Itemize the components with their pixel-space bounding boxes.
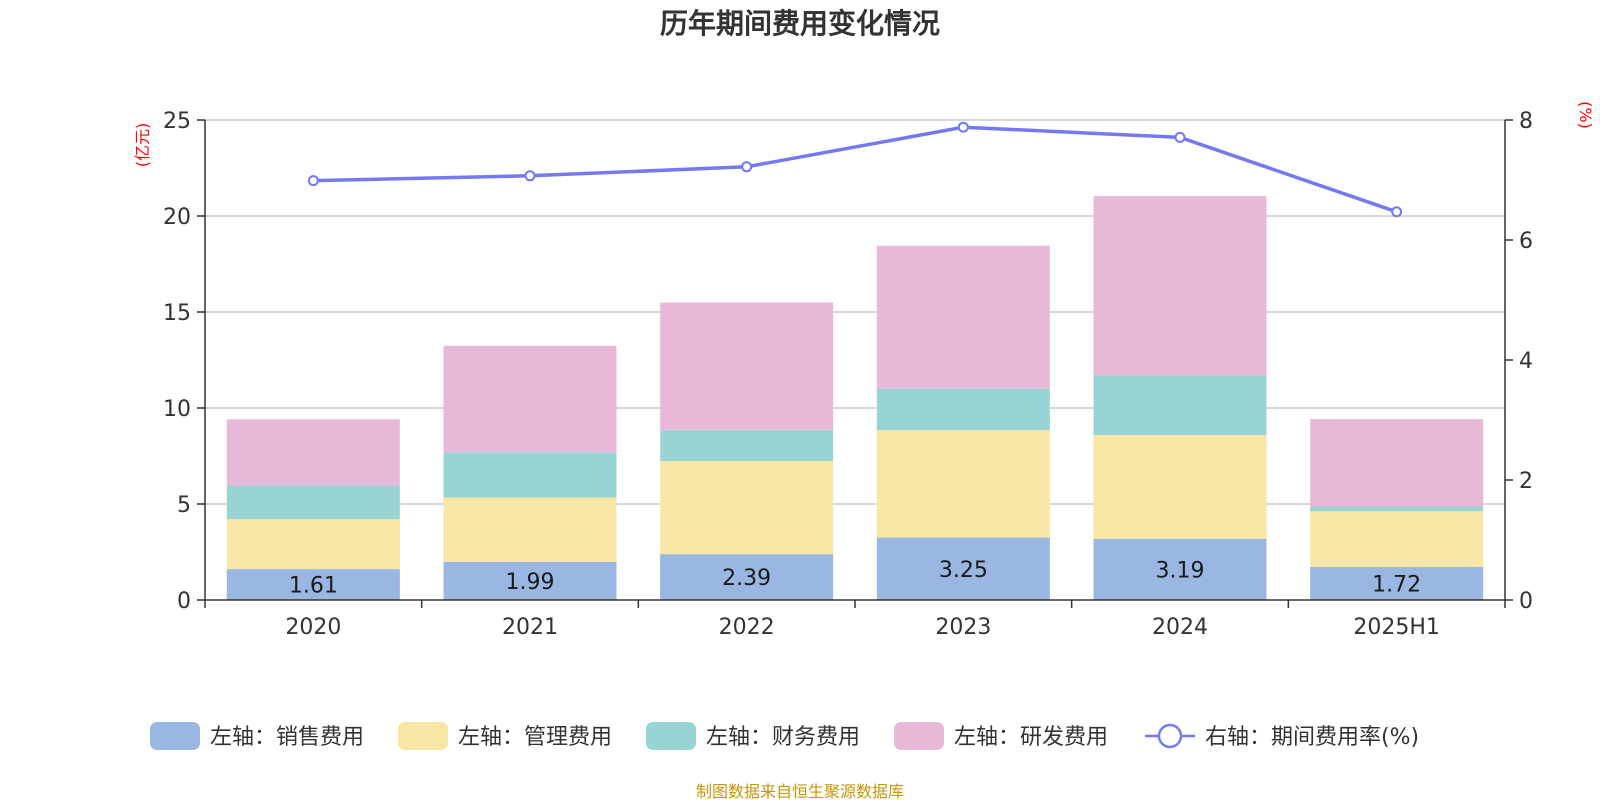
legend-swatch <box>398 722 448 750</box>
legend-item: 左轴：销售费用 <box>150 722 364 750</box>
legend-label: 左轴：管理费用 <box>458 725 612 750</box>
legend: 左轴：销售费用 左轴：管理费用 左轴：财务费用 左轴：研发费用 右轴：期间费用率(%) <box>150 722 1419 750</box>
bar-segment-2 <box>1093 435 1267 539</box>
right-tick-label: 6 <box>1519 229 1533 254</box>
legend-swatch <box>150 722 200 750</box>
legend-label: 左轴：财务费用 <box>706 725 860 750</box>
rate-line-layer <box>307 121 1403 218</box>
bar-segment-2 <box>660 460 834 555</box>
x-tick-label: 2021 <box>502 615 558 640</box>
bar-value-label: 1.61 <box>289 574 338 599</box>
rate-line <box>313 125 1398 214</box>
bar-segment-4 <box>443 345 617 453</box>
chart-title: 历年期间费用变化情况 <box>660 7 940 40</box>
left-tick-label: 10 <box>163 397 191 422</box>
legend-label: 左轴：销售费用 <box>210 725 364 750</box>
right-tick-label: 0 <box>1519 589 1533 614</box>
rate-point <box>957 121 969 133</box>
bar-segment-2 <box>443 497 617 562</box>
legend-item: 右轴：期间费用率(%) <box>1145 723 1419 750</box>
bar-segment-1 <box>226 569 400 600</box>
bar-segment-3 <box>1093 375 1267 436</box>
left-tick-label: 25 <box>163 109 191 134</box>
rate-point <box>1391 206 1403 218</box>
bar-segment-2 <box>1310 511 1484 567</box>
right-tick-label: 4 <box>1519 349 1533 374</box>
bar-value-label: 1.99 <box>506 570 555 595</box>
bar-segment-4 <box>660 302 834 431</box>
bar-segment-3 <box>1310 506 1484 512</box>
bars-layer: 1.61 1.99 2.39 3.25 3.19 1.72 <box>226 196 1484 600</box>
x-tick-label: 2022 <box>719 615 775 640</box>
x-tick-label: 2024 <box>1152 615 1208 640</box>
bar-value-label: 2.39 <box>722 566 771 591</box>
bar-segment-3 <box>443 452 617 498</box>
right-tick-label: 2 <box>1519 469 1533 494</box>
legend-swatch <box>894 722 944 750</box>
x-tick-label: 2023 <box>935 615 991 640</box>
left-tick-label: 5 <box>177 493 191 518</box>
bar-value-label: 1.72 <box>1372 572 1421 597</box>
bar-segment-4 <box>876 245 1050 389</box>
source-note: 制图数据来自恒生聚源数据库 <box>696 782 904 800</box>
right-axis-unit: (%) <box>1576 101 1595 129</box>
bar-segment-3 <box>226 485 400 520</box>
x-tick-label: 2020 <box>285 615 341 640</box>
rate-point <box>1174 131 1186 143</box>
bar-segment-3 <box>876 388 1050 431</box>
bar-segment-1 <box>1310 566 1484 600</box>
rate-point <box>524 170 536 182</box>
bar-value-label: 3.19 <box>1156 558 1205 583</box>
right-tick-label: 8 <box>1519 109 1533 134</box>
axes-layer: 0 5 10 15 20 25 0 2 4 6 8 2020 2021 2022 2023 2024 2025H… <box>163 109 1533 640</box>
legend-label: 右轴：期间费用率(%) <box>1205 725 1419 750</box>
grid-lines <box>205 119 1505 505</box>
bar-segment-4 <box>1093 196 1267 376</box>
left-axis-unit: (亿元) <box>133 123 152 168</box>
bar-segment-4 <box>226 419 400 486</box>
bar-segment-4 <box>1310 419 1484 507</box>
bar-segment-1 <box>1093 538 1267 600</box>
bar-segment-2 <box>226 519 400 570</box>
legend-label: 左轴：研发费用 <box>954 725 1108 750</box>
x-tick-label: 2025H1 <box>1353 615 1440 640</box>
left-tick-label: 20 <box>163 205 191 230</box>
legend-item: 左轴：管理费用 <box>398 722 612 750</box>
left-tick-label: 0 <box>177 589 191 614</box>
legend-item: 左轴：研发费用 <box>894 722 1108 750</box>
rate-point <box>741 161 753 173</box>
left-tick-label: 15 <box>163 301 191 326</box>
bar-segment-1 <box>876 537 1050 600</box>
bar-segment-3 <box>660 430 834 461</box>
bar-segment-2 <box>876 430 1050 538</box>
rate-point <box>307 175 319 187</box>
bar-segment-1 <box>443 561 617 600</box>
legend-swatch <box>646 722 696 750</box>
bar-value-label: 3.25 <box>939 558 988 583</box>
legend-item: 左轴：财务费用 <box>646 722 860 750</box>
legend-circle-icon <box>1157 723 1183 749</box>
bar-segment-1 <box>660 554 834 600</box>
